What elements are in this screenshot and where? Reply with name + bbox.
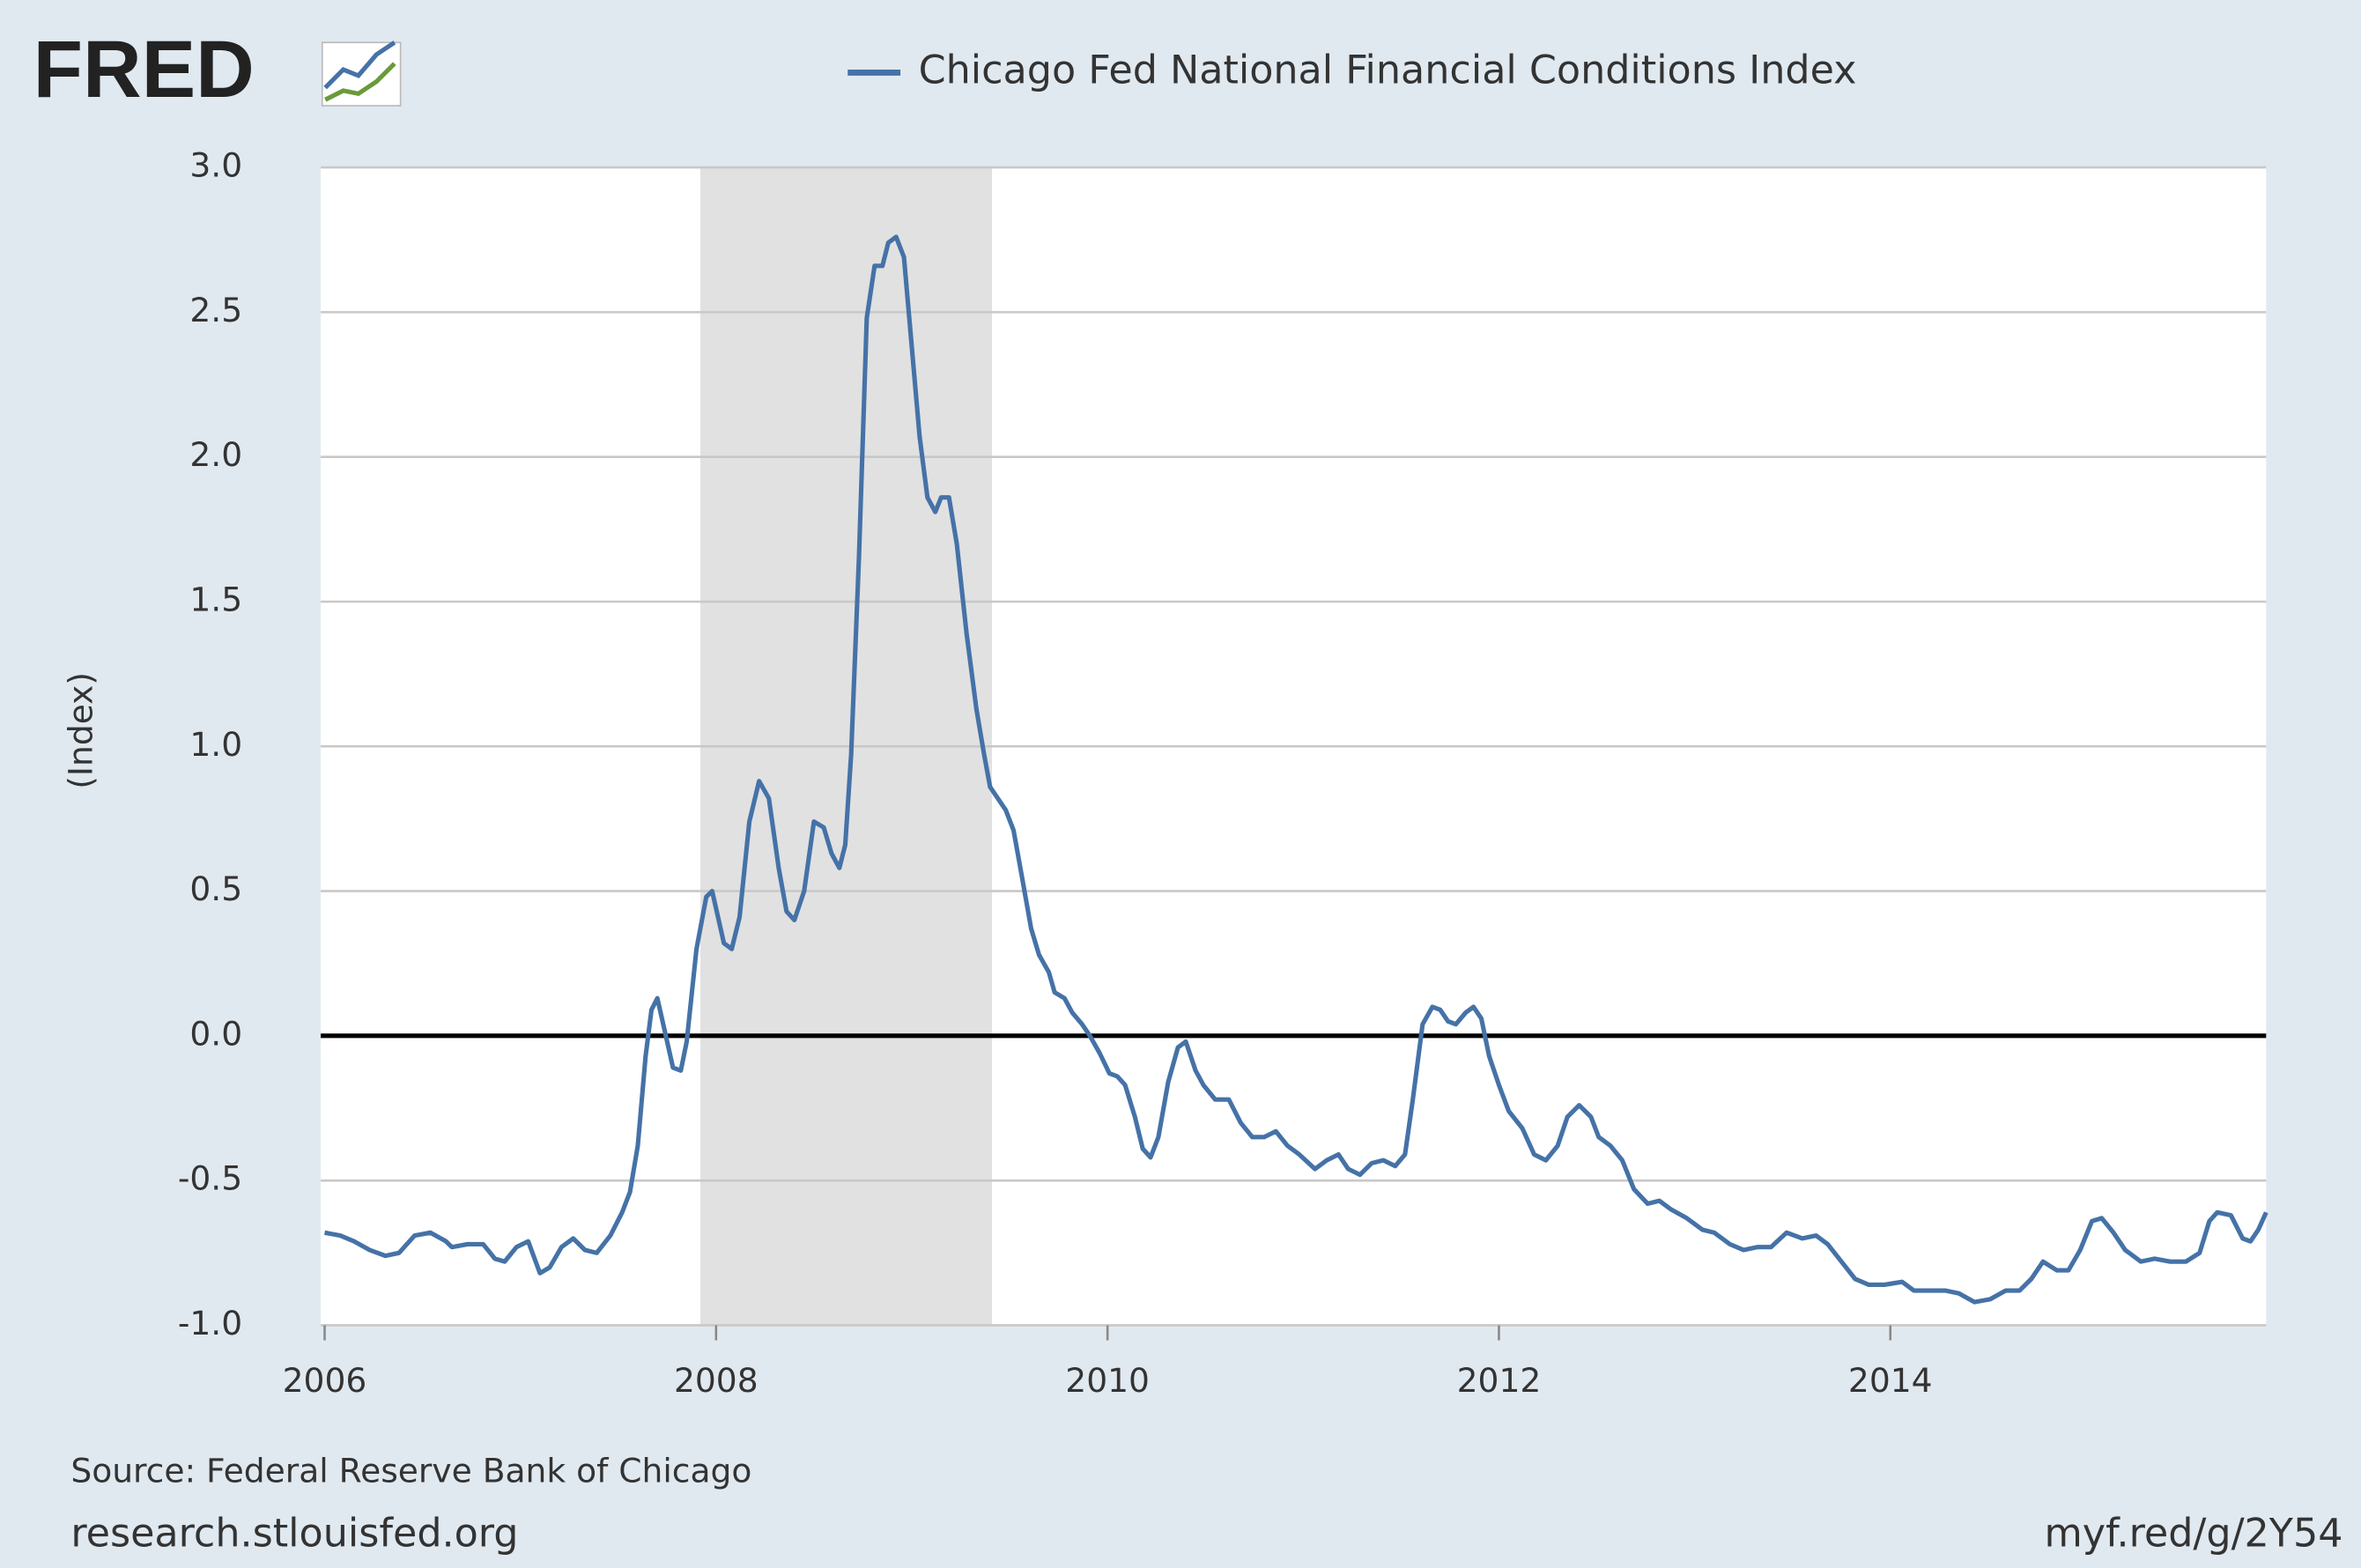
y-tick-label: -1.0 bbox=[178, 1304, 242, 1342]
data-line bbox=[324, 234, 2268, 1305]
x-tick-label: 2014 bbox=[1848, 1361, 1933, 1400]
y-tick-label: 3.0 bbox=[189, 146, 242, 185]
y-tick-label: 1.5 bbox=[189, 580, 242, 618]
y-axis-label: (Index) bbox=[62, 672, 100, 789]
y-tick-label: -0.5 bbox=[178, 1159, 242, 1198]
logo: FRED bbox=[33, 23, 255, 115]
source: Source: Federal Reserve Bank of Chicago bbox=[70, 1451, 751, 1490]
logo-icon bbox=[321, 41, 402, 107]
site: research.stlouisfed.org bbox=[70, 1512, 518, 1557]
y-tick-label: 2.5 bbox=[189, 291, 242, 329]
link: myf.red/g/2Y54 bbox=[2045, 1512, 2343, 1557]
legend-label: Chicago Fed National Financial Condition… bbox=[919, 48, 1857, 92]
x-tick-label: 2008 bbox=[674, 1361, 759, 1400]
y-tick-label: 2.0 bbox=[189, 435, 242, 474]
y-tick-label: 1.0 bbox=[189, 725, 242, 764]
x-tick-label: 2012 bbox=[1457, 1361, 1542, 1400]
x-tick-label: 2010 bbox=[1065, 1361, 1150, 1400]
y-tick-label: 0.0 bbox=[189, 1014, 242, 1053]
x-tick-label: 2006 bbox=[283, 1361, 367, 1400]
y-tick-label: 0.5 bbox=[189, 869, 242, 908]
